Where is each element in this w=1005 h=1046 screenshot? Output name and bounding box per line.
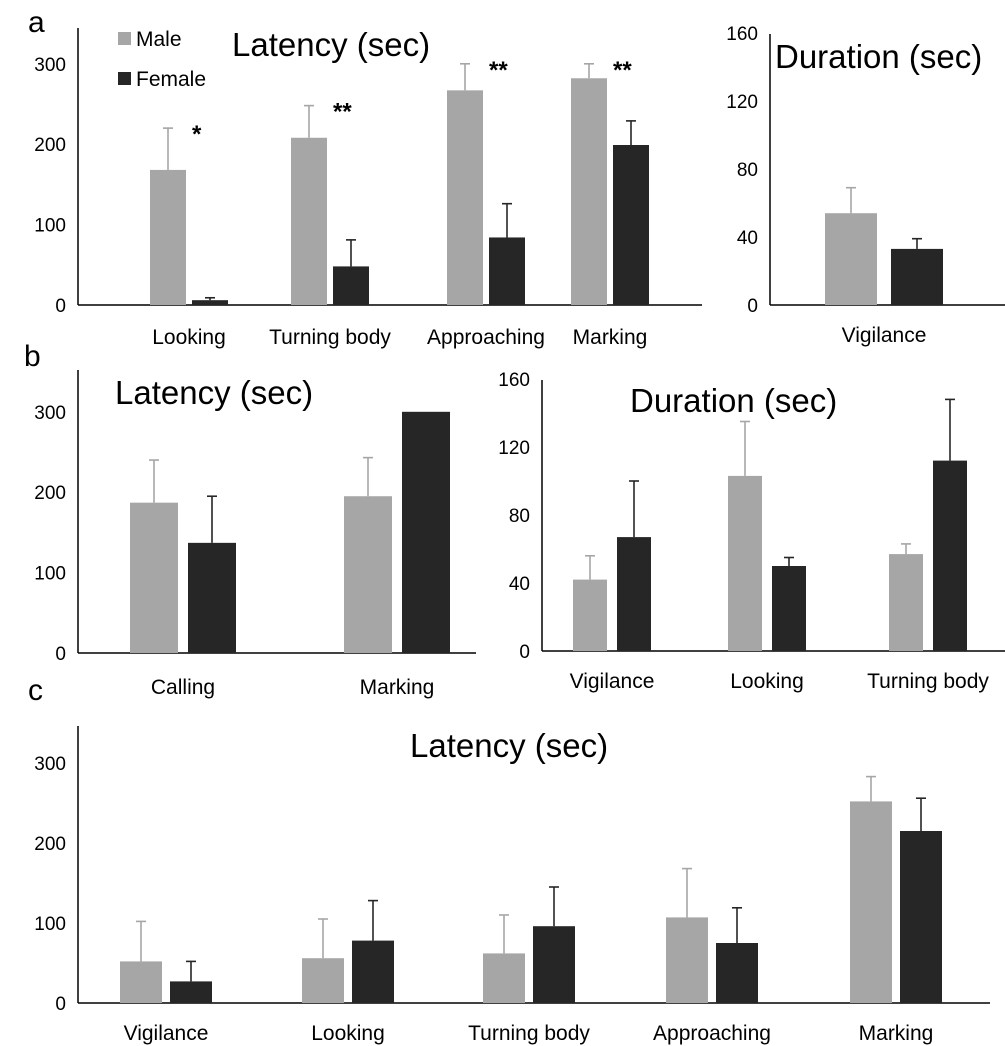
y-tick-label: 0 [55, 296, 66, 317]
chart-a-duration: 0 40 80 120 160 Duration (sec) Vigilance [726, 24, 1005, 347]
significance-marker: * [192, 121, 202, 148]
category-label: Approaching [653, 1022, 771, 1045]
y-tick-label: 160 [498, 370, 530, 391]
significance-marker: ** [489, 57, 508, 84]
bar-male [889, 554, 923, 651]
y-tick-label: 40 [509, 574, 530, 595]
y-tick-label: 160 [726, 24, 758, 45]
bar-female [170, 981, 212, 1003]
bar-male [850, 801, 892, 1003]
category-label: Looking [311, 1022, 385, 1045]
y-tick-label: 100 [34, 216, 66, 237]
bar-female [617, 537, 651, 651]
bar-male [344, 496, 392, 653]
bar-female [192, 300, 228, 305]
y-tick-label: 200 [34, 834, 66, 855]
category-label: Looking [730, 670, 804, 693]
chart-c-latency: 0 100 200 300 Latency (sec) Vigilance Looking T… [34, 726, 990, 1045]
category-label: Vigilance [570, 670, 655, 693]
bar-male [291, 137, 327, 305]
legend-label-female: Female [136, 68, 206, 91]
legend-swatch-male [118, 32, 131, 45]
bar-male [302, 958, 344, 1003]
y-tick-label: 300 [34, 403, 66, 424]
category-label: Looking [152, 326, 226, 349]
y-tick-label: 200 [34, 135, 66, 156]
chart-title: Duration (sec) [630, 382, 837, 419]
category-label: Turning body [269, 326, 391, 349]
category-label: Calling [151, 676, 215, 699]
category-label: Vigilance [842, 324, 927, 347]
chart-b-latency: 0 100 200 300 Latency (sec) Calling Marking [34, 370, 476, 699]
panel-letter-b: b [24, 340, 41, 373]
bar-male [825, 213, 877, 305]
bar-female [716, 943, 758, 1003]
bar-female [533, 926, 575, 1003]
bar-male [728, 475, 762, 651]
bar-female [333, 266, 369, 305]
category-label: Marking [573, 326, 648, 349]
bar-female [402, 411, 450, 653]
bar-male [571, 78, 607, 305]
y-tick-label: 0 [519, 642, 530, 663]
category-label: Marking [859, 1022, 934, 1045]
legend-label-male: Male [136, 28, 182, 51]
chart-title: Latency (sec) [410, 727, 608, 764]
y-tick-label: 80 [509, 506, 530, 527]
y-tick-label: 100 [34, 564, 66, 585]
y-tick-label: 100 [34, 914, 66, 935]
category-label: Turning body [867, 670, 989, 693]
bar-female [613, 145, 649, 305]
y-tick-label: 0 [747, 296, 758, 317]
y-tick-label: 0 [55, 644, 66, 665]
significance-marker: ** [333, 99, 352, 126]
bar-female [900, 831, 942, 1003]
bar-female [352, 940, 394, 1003]
y-tick-label: 120 [498, 438, 530, 459]
bar-male [573, 579, 607, 651]
bar-male [130, 502, 178, 653]
chart-b-duration: 0 40 80 120 160 Duration (sec) Vigilance Lookin… [498, 370, 1005, 693]
bar-female [772, 566, 806, 651]
y-tick-label: 0 [55, 994, 66, 1015]
category-label: Vigilance [124, 1022, 209, 1045]
panel-letter-a: a [28, 6, 45, 39]
panel-letter-c: c [28, 674, 43, 707]
chart-title: Latency (sec) [115, 374, 313, 411]
bar-male [447, 90, 483, 305]
bar-male [150, 169, 186, 305]
y-tick-label: 300 [34, 754, 66, 775]
chart-title: Latency (sec) [232, 26, 430, 63]
y-tick-label: 300 [34, 55, 66, 76]
chart-title: Duration (sec) [775, 38, 982, 75]
bar-male [666, 917, 708, 1003]
bar-male [120, 961, 162, 1003]
legend: Male Female [118, 28, 206, 91]
bar-female [891, 248, 943, 305]
legend-swatch-female [118, 72, 131, 85]
chart-a-latency: 0 100 200 300 Latency (sec) * Looking ** Turning… [34, 26, 702, 349]
bar-female [188, 542, 236, 653]
bar-female [489, 237, 525, 305]
y-tick-label: 200 [34, 483, 66, 504]
category-label: Approaching [427, 326, 545, 349]
category-label: Turning body [468, 1022, 590, 1045]
bar-female [933, 460, 967, 651]
y-tick-label: 80 [737, 160, 758, 181]
y-tick-label: 120 [726, 92, 758, 113]
category-label: Marking [360, 676, 435, 699]
significance-marker: ** [613, 57, 632, 84]
y-tick-label: 40 [737, 228, 758, 249]
bar-male [483, 953, 525, 1003]
